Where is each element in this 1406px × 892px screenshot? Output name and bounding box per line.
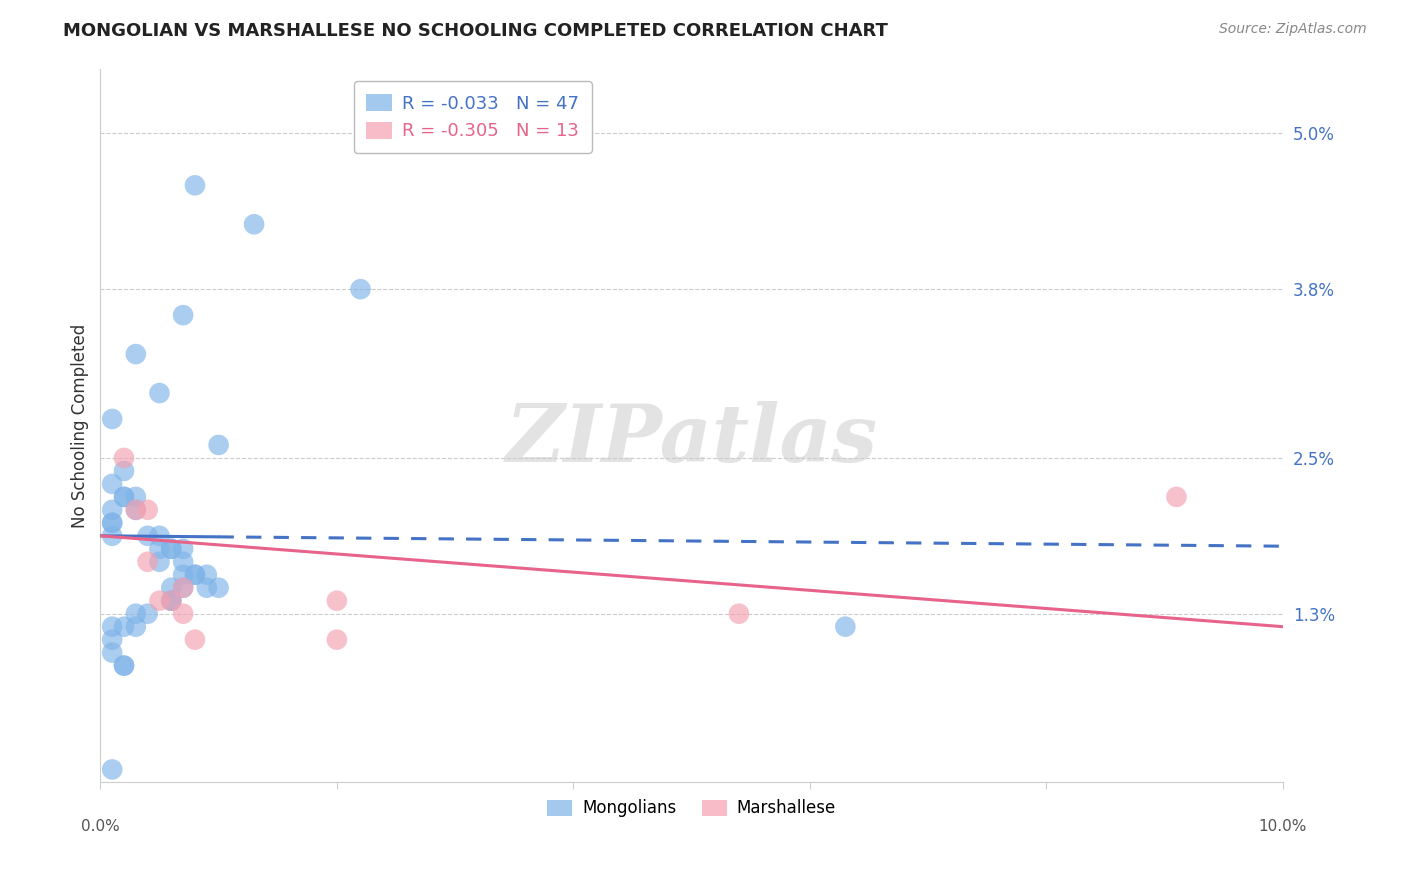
Point: [101, 516, 124, 530]
Point: [160, 581, 183, 595]
Point: [125, 347, 148, 361]
Point: [160, 541, 183, 556]
Point: [172, 607, 194, 621]
Point: [101, 516, 124, 530]
Point: [728, 607, 751, 621]
Y-axis label: No Schooling Completed: No Schooling Completed: [72, 324, 89, 527]
Point: [112, 658, 135, 673]
Point: [125, 503, 148, 517]
Point: [184, 567, 207, 582]
Point: [125, 607, 148, 621]
Point: [101, 476, 124, 491]
Text: ZIPatlas: ZIPatlas: [506, 401, 877, 478]
Point: [101, 503, 124, 517]
Point: [172, 308, 194, 322]
Point: [125, 620, 148, 634]
Point: [326, 632, 349, 647]
Point: [148, 593, 170, 607]
Point: [136, 503, 159, 517]
Point: [112, 620, 135, 634]
Point: [112, 490, 135, 504]
Point: [136, 607, 159, 621]
Point: [112, 658, 135, 673]
Text: Source: ZipAtlas.com: Source: ZipAtlas.com: [1219, 22, 1367, 37]
Point: [160, 593, 183, 607]
Point: [148, 529, 170, 543]
Point: [148, 555, 170, 569]
Point: [101, 646, 124, 660]
Text: 0.0%: 0.0%: [82, 819, 120, 834]
Point: [184, 178, 207, 193]
Point: [195, 567, 218, 582]
Point: [326, 593, 349, 607]
Point: [349, 282, 371, 296]
Point: [207, 438, 229, 452]
Legend: Mongolians, Marshallese: Mongolians, Marshallese: [541, 793, 842, 824]
Point: [243, 217, 266, 231]
Point: [172, 541, 194, 556]
Text: MONGOLIAN VS MARSHALLESE NO SCHOOLING COMPLETED CORRELATION CHART: MONGOLIAN VS MARSHALLESE NO SCHOOLING CO…: [63, 22, 889, 40]
Point: [125, 503, 148, 517]
Point: [101, 412, 124, 426]
Point: [101, 632, 124, 647]
Point: [101, 763, 124, 777]
Point: [195, 581, 218, 595]
Point: [160, 593, 183, 607]
Point: [1166, 490, 1188, 504]
Point: [148, 386, 170, 401]
Point: [172, 581, 194, 595]
Point: [112, 450, 135, 465]
Point: [172, 581, 194, 595]
Point: [112, 490, 135, 504]
Point: [834, 620, 856, 634]
Point: [184, 567, 207, 582]
Point: [101, 620, 124, 634]
Point: [136, 529, 159, 543]
Point: [125, 490, 148, 504]
Point: [172, 555, 194, 569]
Point: [148, 541, 170, 556]
Point: [136, 555, 159, 569]
Point: [160, 541, 183, 556]
Point: [101, 529, 124, 543]
Point: [184, 632, 207, 647]
Point: [207, 581, 229, 595]
Point: [112, 464, 135, 478]
Point: [160, 593, 183, 607]
Point: [172, 567, 194, 582]
Text: 10.0%: 10.0%: [1258, 819, 1308, 834]
